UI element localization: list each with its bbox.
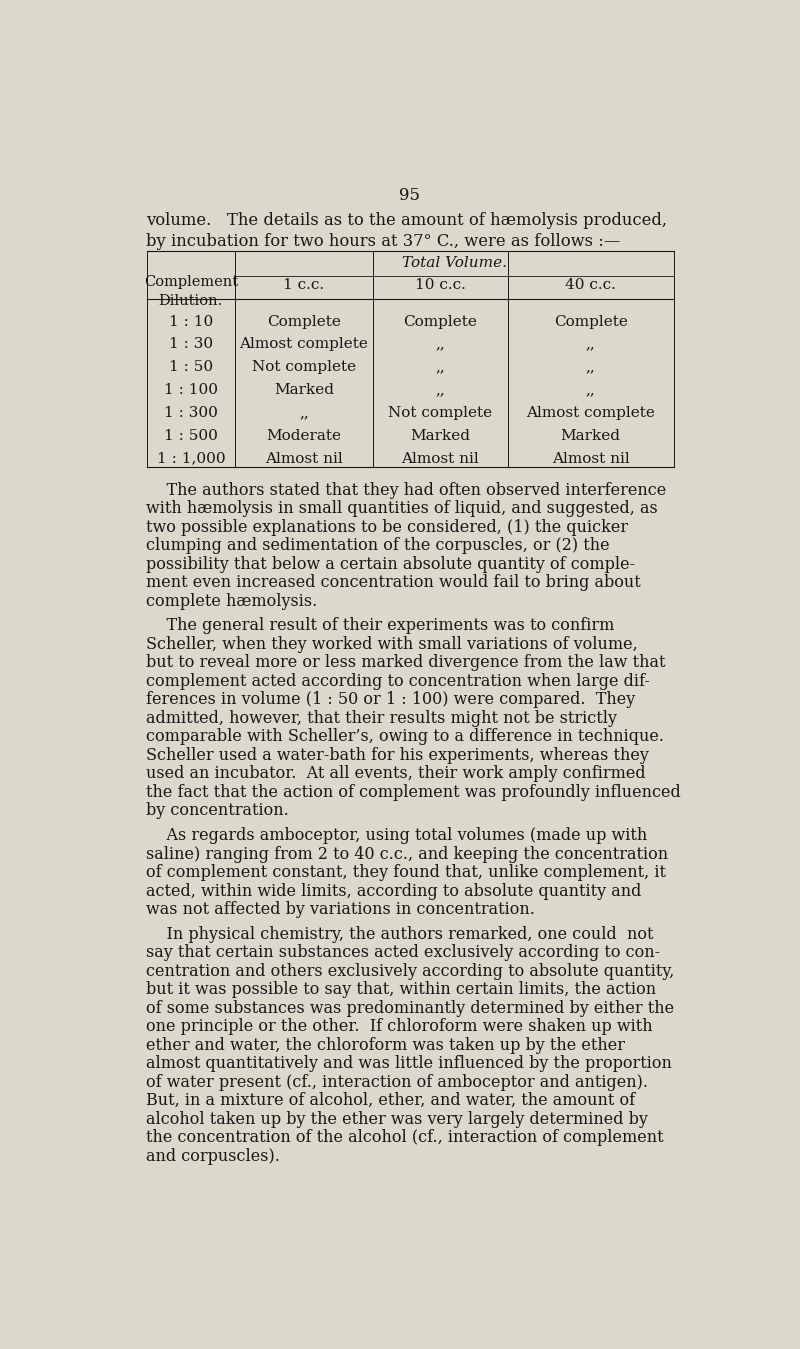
Text: ,,: ,, [299,406,309,420]
Text: almost quantitatively and was little influenced by the proportion: almost quantitatively and was little inf… [146,1055,672,1072]
Text: complement acted according to concentration when large dif-: complement acted according to concentrat… [146,673,650,689]
Text: In physical chemistry, the authors remarked, one could  not: In physical chemistry, the authors remar… [146,925,654,943]
Text: 1 : 500: 1 : 500 [164,429,218,442]
Text: 40 c.c.: 40 c.c. [566,278,616,293]
Text: Marked: Marked [410,429,470,442]
Text: ,,: ,, [435,383,446,397]
Text: Marked: Marked [561,429,621,442]
Text: volume.   The details as to the amount of hæmolysis produced,: volume. The details as to the amount of … [146,212,667,229]
Text: ment even increased concentration would fail to bring about: ment even increased concentration would … [146,575,642,591]
Text: of some substances was predominantly determined by either the: of some substances was predominantly det… [146,1000,674,1017]
Text: Almost nil: Almost nil [265,452,343,465]
Text: 1 : 1,000: 1 : 1,000 [157,452,225,465]
Text: Dilution.: Dilution. [158,294,223,308]
Text: used an incubator.  At all events, their work amply confirmed: used an incubator. At all events, their … [146,765,646,782]
Text: ether and water, the chloroform was taken up by the ether: ether and water, the chloroform was take… [146,1036,626,1054]
Text: 1 c.c.: 1 c.c. [283,278,325,293]
Text: complete hæmolysis.: complete hæmolysis. [146,592,318,610]
Text: admitted, however, that their results might not be strictly: admitted, however, that their results mi… [146,710,618,727]
Text: ,,: ,, [435,360,446,374]
Text: 1 : 30: 1 : 30 [169,337,213,352]
Text: by concentration.: by concentration. [146,803,290,819]
Text: ,,: ,, [586,383,596,397]
Text: Total Volume.: Total Volume. [402,256,507,270]
Text: one principle or the other.  If chloroform were shaken up with: one principle or the other. If chlorofor… [146,1018,653,1035]
Text: 1 : 300: 1 : 300 [164,406,218,420]
Text: Complete: Complete [554,314,628,329]
Text: clumping and sedimentation of the corpuscles, or (2) the: clumping and sedimentation of the corpus… [146,537,610,554]
Text: and corpuscles).: and corpuscles). [146,1148,280,1164]
Text: the concentration of the alcohol (cf., interaction of complement: the concentration of the alcohol (cf., i… [146,1129,664,1147]
Text: Moderate: Moderate [266,429,342,442]
Text: Almost nil: Almost nil [552,452,630,465]
Text: saline) ranging from 2 to 40 c.c., and keeping the concentration: saline) ranging from 2 to 40 c.c., and k… [146,846,669,862]
Text: Complete: Complete [403,314,478,329]
Text: alcohol taken up by the ether was very largely determined by: alcohol taken up by the ether was very l… [146,1110,648,1128]
Text: 10 c.c.: 10 c.c. [415,278,466,293]
Text: Almost complete: Almost complete [239,337,369,352]
Text: Almost complete: Almost complete [526,406,655,420]
Text: by incubation for two hours at 37° C., were as follows :—: by incubation for two hours at 37° C., w… [146,232,621,250]
Text: Scheller, when they worked with small variations of volume,: Scheller, when they worked with small va… [146,635,638,653]
Text: 1 : 10: 1 : 10 [169,314,213,329]
Text: two possible explanations to be considered, (1) the quicker: two possible explanations to be consider… [146,519,629,536]
Text: acted, within wide limits, according to absolute quantity and: acted, within wide limits, according to … [146,882,642,900]
Text: Not complete: Not complete [252,360,356,374]
Text: The general result of their experiments was to confirm: The general result of their experiments … [146,618,615,634]
Text: 95: 95 [399,186,421,204]
Text: of complement constant, they found that, unlike complement, it: of complement constant, they found that,… [146,865,666,881]
Text: but it was possible to say that, within certain limits, the action: but it was possible to say that, within … [146,981,657,998]
Text: ,,: ,, [435,337,446,352]
Text: possibility that below a certain absolute quantity of comple-: possibility that below a certain absolut… [146,556,636,573]
Text: comparable with Scheller’s, owing to a difference in technique.: comparable with Scheller’s, owing to a d… [146,728,665,746]
Text: Not complete: Not complete [388,406,493,420]
Text: 1 : 50: 1 : 50 [169,360,213,374]
Text: Scheller used a water-bath for his experiments, whereas they: Scheller used a water-bath for his exper… [146,747,650,764]
Text: of water present (cf., interaction of amboceptor and antigen).: of water present (cf., interaction of am… [146,1074,649,1091]
Text: As regards amboceptor, using total volumes (made up with: As regards amboceptor, using total volum… [146,827,648,844]
Text: Almost nil: Almost nil [402,452,479,465]
Text: Marked: Marked [274,383,334,397]
Text: ferences in volume (1 : 50 or 1 : 100) were compared.  They: ferences in volume (1 : 50 or 1 : 100) w… [146,692,636,708]
Text: say that certain substances acted exclusively according to con-: say that certain substances acted exclus… [146,944,661,962]
Text: But, in a mixture of alcohol, ether, and water, the amount of: But, in a mixture of alcohol, ether, and… [146,1093,636,1109]
Text: Complement: Complement [144,275,238,290]
Text: ,,: ,, [586,337,596,352]
Text: ,,: ,, [586,360,596,374]
Text: The authors stated that they had often observed interference: The authors stated that they had often o… [146,482,666,499]
Text: but to reveal more or less marked divergence from the law that: but to reveal more or less marked diverg… [146,654,666,672]
Text: the fact that the action of complement was profoundly influenced: the fact that the action of complement w… [146,784,682,801]
Text: Complete: Complete [267,314,341,329]
Text: with hæmolysis in small quantities of liquid, and suggested, as: with hæmolysis in small quantities of li… [146,500,658,517]
Text: was not affected by variations in concentration.: was not affected by variations in concen… [146,901,535,919]
Text: 1 : 100: 1 : 100 [164,383,218,397]
Text: centration and others exclusively according to absolute quantity,: centration and others exclusively accord… [146,963,675,979]
